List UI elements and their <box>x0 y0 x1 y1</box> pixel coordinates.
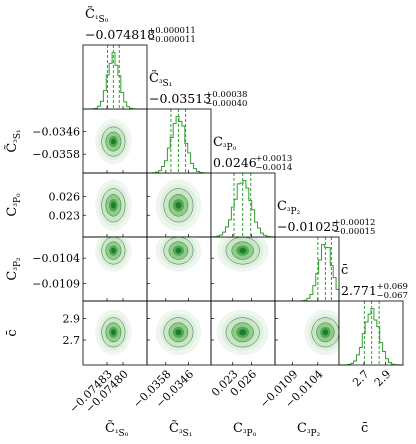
histogram-c3s1 <box>146 108 212 174</box>
density-peak <box>111 329 116 336</box>
x-tick-label: 2.9 <box>372 368 394 390</box>
density-peak <box>322 329 329 336</box>
panel-frame <box>274 236 340 302</box>
histogram-steps <box>338 308 404 366</box>
title-value: 2.771 <box>341 283 377 298</box>
histogram-steps <box>210 180 276 238</box>
title-err-plus: +0.0013 <box>255 154 292 164</box>
histogram-cbar <box>338 300 404 366</box>
title-err-plus: +0.000011 <box>148 26 196 36</box>
density-panel-c1s0-cbar <box>82 300 148 366</box>
title-value: −0.01025 <box>277 219 339 234</box>
density-peak <box>111 201 116 209</box>
title-err-minus: −0.000011 <box>148 35 196 45</box>
panel-frame <box>210 172 276 238</box>
title-c1s0: C̃¹S₀ −0.074818+0.000011−0.000011 <box>85 6 196 45</box>
density-panel-c3p2-cbar <box>274 300 340 366</box>
density-peak <box>111 138 116 145</box>
title-err-plus: +0.00038 <box>205 90 247 100</box>
density-panel-c3s1-cbar <box>146 300 212 366</box>
density-peak <box>239 247 247 254</box>
y-axis-label-cbar: c̄ <box>5 329 20 336</box>
title-err-plus: +0.069 <box>377 282 408 292</box>
title-err-minus: −0.00040 <box>205 99 247 109</box>
y-tick-label: 2.7 <box>63 334 81 347</box>
title-label: C̃³S₁ <box>149 70 172 89</box>
histogram-steps <box>146 116 212 174</box>
x-axis-label-c1s0: C̃¹S₀ <box>105 420 129 439</box>
y-tick-label: 0.026 <box>49 191 81 204</box>
title-c3p2: C³P₂ −0.01025+0.00012−0.00015 <box>277 199 375 237</box>
histogram-c3p2 <box>274 236 340 302</box>
histogram-background <box>275 237 339 301</box>
title-label: C³P₂ <box>277 199 301 217</box>
density-panel-c1s0-c3s1 <box>82 108 148 174</box>
density-peak <box>175 247 182 254</box>
density-panel-c3s1-c3p2 <box>146 236 212 302</box>
histogram-c1s0 <box>82 44 148 110</box>
histogram-c3p0 <box>210 172 276 238</box>
title-err-plus: +0.00012 <box>333 218 375 228</box>
density-panel-c1s0-c3p2 <box>82 236 148 302</box>
title-value: −0.074818 <box>85 27 155 42</box>
x-axis-label-c3p2: C³P₂ <box>297 421 321 439</box>
y-tick-label: 2.9 <box>63 312 81 325</box>
title-label: C̃¹S₀ <box>85 6 109 25</box>
density-panel-c3s1-c3p0 <box>146 172 212 238</box>
title-c3p0: C³P₀ 0.0246+0.0013−0.0014 <box>213 135 292 173</box>
y-axis-label-c3p0: C³P₀ <box>5 193 23 217</box>
title-value: 0.0246 <box>213 155 257 170</box>
y-axis-label-c3p2: C³P₂ <box>5 257 23 281</box>
x-axis-label-cbar: c̄ <box>361 421 368 436</box>
y-tick-label: 0.023 <box>49 209 81 222</box>
title-label: C³P₀ <box>213 135 237 153</box>
y-axis-label-c3s1: C̃³S₁ <box>4 129 23 152</box>
panel-frame <box>82 44 148 110</box>
x-axis-label-c3s1: C̃³S₁ <box>169 420 192 439</box>
title-err-minus: −0.0014 <box>255 163 292 173</box>
x-axis-label-c3p0: C³P₀ <box>233 421 257 439</box>
y-tick-label: −0.0346 <box>32 126 80 139</box>
y-tick-label: −0.0358 <box>32 148 80 161</box>
title-cbar: c̄ 2.771 +0.069−0.067 <box>341 263 408 301</box>
density-panel-c3p0-c3p2 <box>210 236 276 302</box>
density-panel-c3p0-cbar <box>210 300 276 366</box>
title-err-minus: −0.067 <box>377 291 408 301</box>
x-tick-label: 2.7 <box>350 368 372 390</box>
title-label: c̄ <box>341 263 348 278</box>
panel-frame <box>146 108 212 174</box>
density-peak <box>175 201 182 209</box>
title-c3s1: C̃³S₁ −0.03513+0.00038−0.00040 <box>149 70 247 109</box>
density-panel-c1s0-c3p0 <box>82 172 148 238</box>
density-peak <box>239 329 247 336</box>
density-peak <box>111 247 116 254</box>
title-value: −0.03513 <box>149 91 211 106</box>
y-tick-label: −0.0109 <box>32 277 80 290</box>
title-err-minus: −0.00015 <box>333 227 375 237</box>
y-tick-label: −0.0104 <box>32 252 80 265</box>
panel-frame <box>338 300 404 366</box>
density-peak <box>175 329 182 336</box>
